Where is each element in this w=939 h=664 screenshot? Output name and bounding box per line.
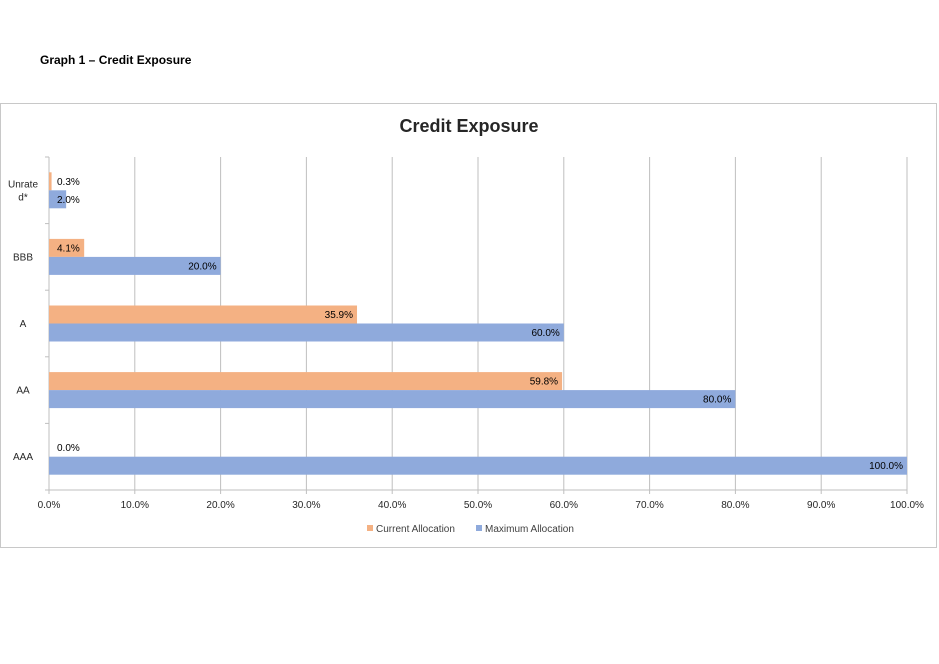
category-label: Unrate: [8, 179, 38, 190]
data-label: 35.9%: [325, 310, 353, 321]
x-tick-label: 100.0%: [890, 500, 924, 511]
bar-current-allocation: [49, 172, 52, 191]
category-label: AA: [16, 386, 30, 397]
bars: [49, 172, 907, 475]
data-label: 0.0%: [57, 443, 80, 454]
graph-caption: Graph 1 – Credit Exposure: [40, 53, 192, 67]
x-tick-label: 10.0%: [121, 500, 149, 511]
x-axis-ticks: 0.0% 10.0% 20.0% 30.0% 40.0% 50.0% 60.0% 70.0% 8…: [38, 490, 924, 511]
legend-maximum-allocation-swatch: [476, 525, 482, 531]
legend-current-allocation-label: Current Allocation: [376, 524, 455, 535]
category-label: AAA: [13, 452, 33, 463]
data-label: 59.8%: [530, 377, 558, 388]
bar-current-allocation: [49, 372, 563, 391]
legend-maximum-allocation-label: Maximum Allocation: [485, 524, 574, 535]
credit-exposure-chart: Credit Exposure 0.3% 2.0% 4.1% 20.0% 35.9% 60…: [8, 116, 924, 535]
x-tick-label: 80.0%: [721, 500, 749, 511]
category-label: BBB: [13, 252, 33, 263]
x-tick-label: 60.0%: [550, 500, 578, 511]
data-label: 2.0%: [57, 195, 80, 206]
data-label: 20.0%: [188, 261, 216, 272]
x-tick-label: 40.0%: [378, 500, 406, 511]
data-label: 4.1%: [57, 243, 80, 254]
data-label: 0.3%: [57, 177, 80, 188]
legend-current-allocation-swatch: [367, 525, 373, 531]
x-tick-label: 20.0%: [206, 500, 234, 511]
x-tick-label: 30.0%: [292, 500, 320, 511]
data-label: 60.0%: [531, 328, 559, 339]
bar-maximum-allocation: [49, 456, 907, 475]
data-labels: 0.3% 2.0% 4.1% 20.0% 35.9% 60.0% 59.8% 80.0% 0.0…: [57, 177, 903, 472]
bar-current-allocation: [49, 305, 358, 324]
bar-maximum-allocation: [49, 323, 564, 342]
bar-maximum-allocation: [49, 390, 736, 409]
chart-frame: Credit Exposure 0.3% 2.0% 4.1% 20.0% 35.9% 60…: [0, 103, 937, 548]
data-label: 80.0%: [703, 395, 731, 406]
x-tick-label: 70.0%: [635, 500, 663, 511]
x-tick-label: 0.0%: [38, 500, 61, 511]
bar-maximum-allocation: [49, 190, 67, 209]
x-tick-label: 90.0%: [807, 500, 835, 511]
x-tick-label: 50.0%: [464, 500, 492, 511]
data-label: 100.0%: [869, 461, 903, 472]
bar-current-allocation: [49, 238, 85, 257]
chart-title: Credit Exposure: [399, 116, 538, 136]
category-label: A: [20, 319, 27, 330]
bar-maximum-allocation: [49, 256, 221, 275]
legend: Current Allocation Maximum Allocation: [367, 524, 574, 535]
category-label: d*: [18, 192, 28, 203]
